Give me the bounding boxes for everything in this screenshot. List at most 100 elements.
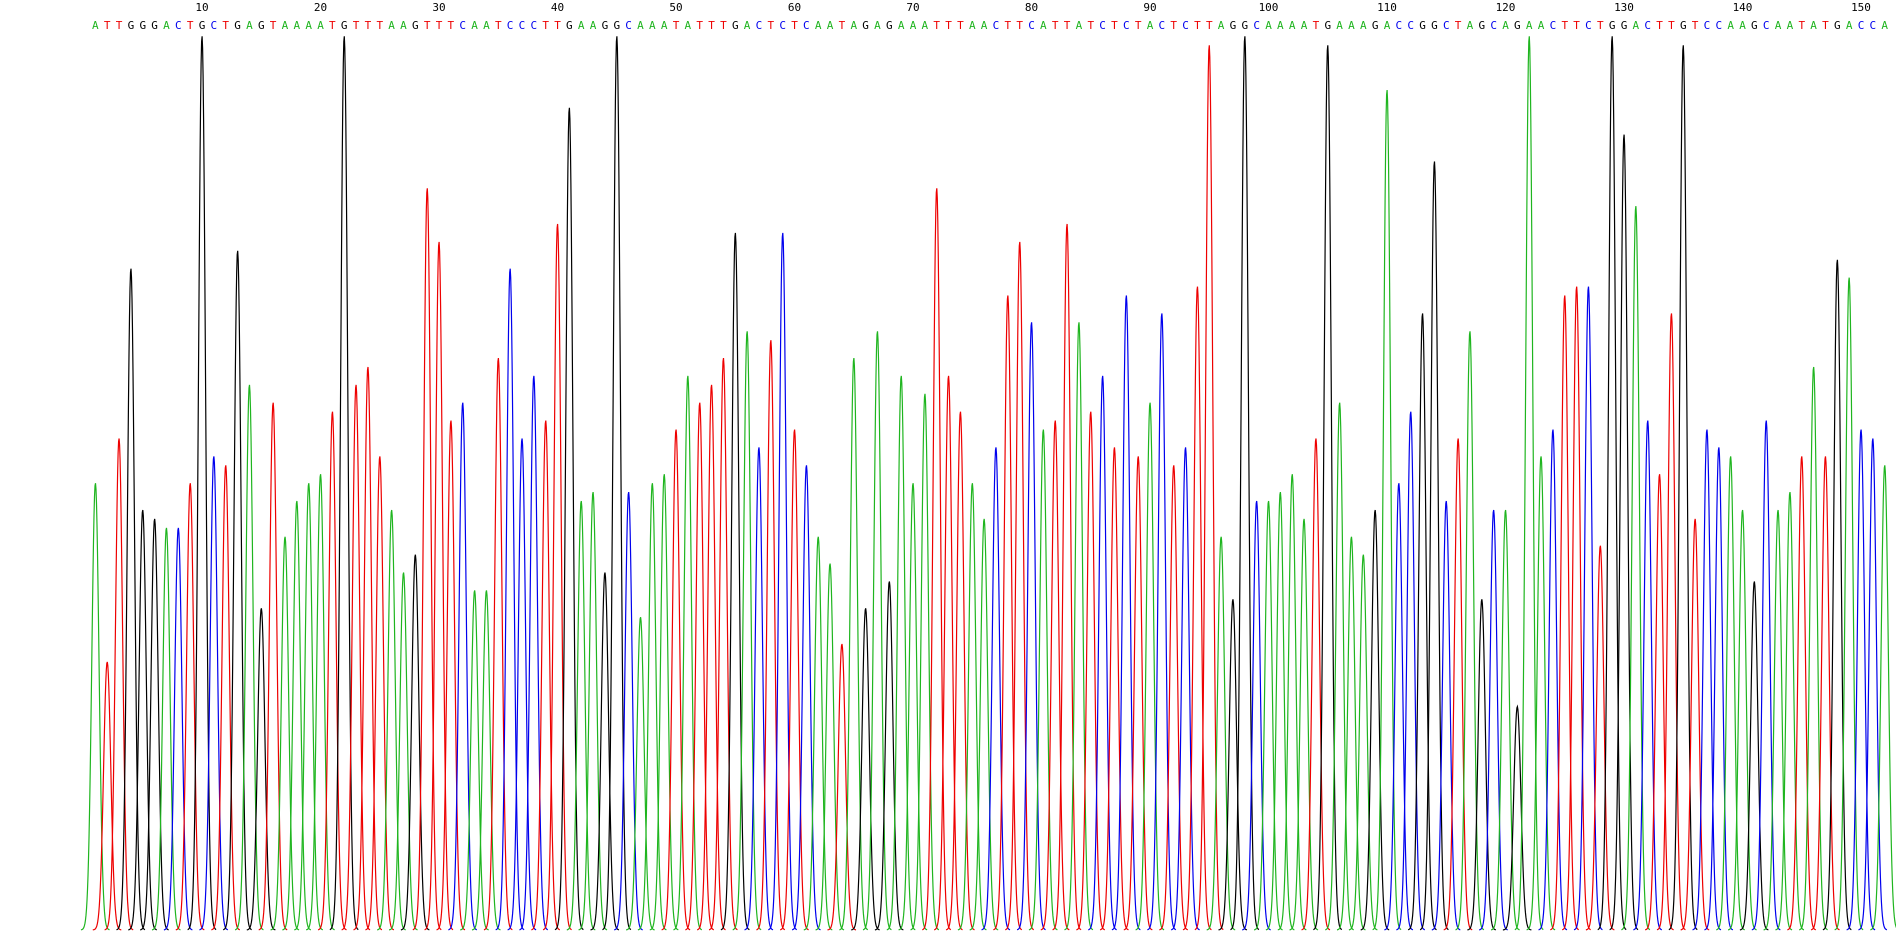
base-call: G bbox=[412, 19, 419, 32]
trace-peak bbox=[1585, 545, 1615, 931]
trace-peak bbox=[341, 384, 371, 931]
trace-peak bbox=[1526, 456, 1556, 931]
trace-peak bbox=[270, 536, 300, 931]
trace-peak bbox=[1147, 313, 1177, 931]
base-call: A bbox=[1846, 19, 1853, 32]
trace-peak bbox=[495, 268, 525, 931]
trace-peak bbox=[1514, 36, 1544, 931]
trace-peak bbox=[140, 518, 169, 931]
base-call: T bbox=[1135, 19, 1142, 32]
base-call: T bbox=[945, 19, 952, 32]
base-call: A bbox=[850, 19, 857, 32]
base-call: A bbox=[898, 19, 905, 32]
base-call: C bbox=[1407, 19, 1414, 32]
base-call: G bbox=[199, 19, 206, 32]
trace-peak bbox=[1479, 509, 1508, 931]
trace-peak bbox=[507, 438, 537, 931]
trace-peak bbox=[1099, 447, 1129, 931]
base-call: T bbox=[1064, 19, 1071, 32]
base-call: A bbox=[1147, 19, 1154, 32]
trace-peak bbox=[791, 465, 821, 931]
base-call: A bbox=[815, 19, 822, 32]
base-call: T bbox=[1170, 19, 1177, 32]
base-call: T bbox=[1656, 19, 1663, 32]
trace-peak bbox=[673, 375, 703, 931]
trace-peak bbox=[1810, 456, 1840, 931]
trace-peak bbox=[1763, 509, 1793, 931]
base-call: C bbox=[1182, 19, 1189, 32]
base-call: G bbox=[139, 19, 146, 32]
base-call: G bbox=[341, 19, 348, 32]
trace-peak bbox=[1775, 491, 1805, 931]
trace-peak bbox=[910, 393, 940, 931]
base-call: G bbox=[1609, 19, 1616, 32]
base-call: A bbox=[922, 19, 929, 32]
trace-peak bbox=[1502, 704, 1532, 931]
trace-peak bbox=[377, 509, 406, 931]
trace-peak bbox=[720, 232, 750, 931]
trace-peak bbox=[1325, 402, 1354, 931]
base-call: C bbox=[1550, 19, 1557, 32]
trace-peak bbox=[1242, 500, 1271, 931]
base-call: T bbox=[1597, 19, 1604, 32]
trace-peak bbox=[305, 474, 335, 931]
base-call: T bbox=[1194, 19, 1201, 32]
x-tick-label: 50 bbox=[669, 1, 682, 14]
base-call: C bbox=[1858, 19, 1865, 32]
base-call: C bbox=[530, 19, 537, 32]
x-tick-label: 130 bbox=[1614, 1, 1634, 14]
trace-peak bbox=[1277, 474, 1307, 931]
base-call: T bbox=[708, 19, 715, 32]
trace-peak bbox=[578, 491, 608, 931]
base-call: G bbox=[151, 19, 158, 32]
base-call: T bbox=[448, 19, 455, 32]
base-call: A bbox=[1348, 19, 1355, 32]
trace-peak bbox=[886, 375, 916, 931]
base-call: A bbox=[1881, 19, 1888, 32]
base-call: A bbox=[1076, 19, 1083, 32]
trace-peak bbox=[448, 402, 478, 931]
trace-peak bbox=[1716, 456, 1745, 931]
x-tick-label: 150 bbox=[1851, 1, 1871, 14]
base-call: G bbox=[1834, 19, 1841, 32]
trace-peak bbox=[993, 295, 1023, 931]
trace-peak bbox=[92, 661, 122, 931]
x-tick-label: 70 bbox=[906, 1, 919, 14]
trace-peak bbox=[1633, 420, 1663, 931]
base-call: G bbox=[732, 19, 739, 32]
trace-peak bbox=[1123, 456, 1153, 931]
trace-peak bbox=[768, 232, 798, 931]
base-call: G bbox=[1324, 19, 1331, 32]
trace-peak bbox=[1336, 536, 1366, 931]
trace-peak bbox=[1182, 286, 1212, 931]
trace-peak bbox=[1384, 483, 1414, 931]
trace-peak bbox=[685, 402, 715, 931]
base-call: T bbox=[791, 19, 798, 32]
trace-peak bbox=[317, 411, 347, 931]
trace-peak bbox=[1538, 429, 1568, 931]
trace-peak bbox=[151, 527, 181, 931]
base-call: T bbox=[1798, 19, 1805, 32]
trace-peak bbox=[246, 608, 276, 931]
x-tick-label: 40 bbox=[551, 1, 564, 14]
base-call: G bbox=[1621, 19, 1628, 32]
trace-peak bbox=[1704, 447, 1734, 931]
base-call: A bbox=[471, 19, 478, 32]
base-call: C bbox=[1704, 19, 1711, 32]
trace-peak bbox=[80, 483, 110, 931]
trace-peak bbox=[424, 241, 454, 931]
trace-peak bbox=[625, 617, 655, 931]
base-call: T bbox=[1004, 19, 1011, 32]
trace-peak bbox=[222, 250, 252, 931]
trace-peak bbox=[1218, 599, 1248, 931]
trace-peak bbox=[1016, 322, 1046, 931]
trace-peak bbox=[104, 438, 134, 931]
trace-peak bbox=[1407, 313, 1437, 931]
base-call: T bbox=[1313, 19, 1320, 32]
x-tick-label: 30 bbox=[432, 1, 445, 14]
base-call: A bbox=[1727, 19, 1734, 32]
base-call: T bbox=[673, 19, 680, 32]
trace-peak bbox=[1621, 206, 1651, 931]
base-call: T bbox=[1206, 19, 1213, 32]
